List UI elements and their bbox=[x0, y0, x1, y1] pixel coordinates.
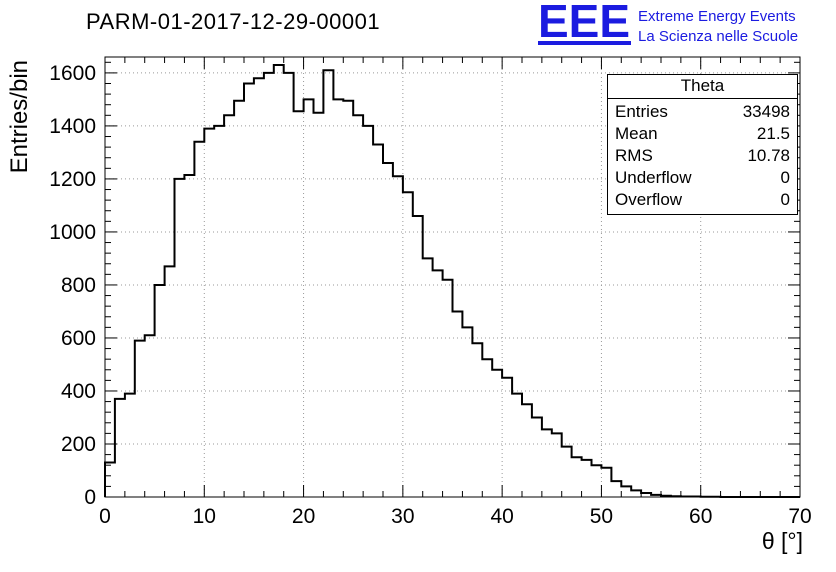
stats-row: RMS 10.78 bbox=[608, 145, 797, 167]
y-tick-label: 0 bbox=[84, 486, 96, 509]
stats-label: Mean bbox=[615, 124, 658, 143]
x-tick-label: 20 bbox=[292, 505, 315, 528]
x-tick-label: 10 bbox=[193, 505, 216, 528]
y-tick-label: 1400 bbox=[49, 115, 96, 138]
y-tick-label: 1600 bbox=[49, 62, 96, 85]
eee-logo-subtitle: Extreme Energy Events La Scienza nelle S… bbox=[638, 3, 798, 46]
stats-row: Mean 21.5 bbox=[608, 123, 797, 145]
y-tick-label: 1200 bbox=[49, 168, 96, 191]
stats-value: 0 bbox=[780, 168, 790, 187]
stats-box-rows: Entries 33498 Mean 21.5 RMS 10.78 Underflow 0 Ov… bbox=[608, 99, 797, 214]
x-tick-label: 50 bbox=[590, 505, 613, 528]
y-tick-label: 600 bbox=[61, 327, 96, 350]
eee-logo-text: EEE bbox=[538, 0, 632, 47]
y-tick-label: 400 bbox=[61, 380, 96, 403]
logo-line2: La Scienza nelle Scuole bbox=[638, 27, 799, 45]
y-tick-label: 1000 bbox=[49, 221, 96, 244]
x-tick-label: 60 bbox=[689, 505, 712, 528]
stats-label: Entries bbox=[615, 102, 668, 121]
stats-value: 0 bbox=[780, 190, 790, 209]
stats-box: Theta Entries 33498 Mean 21.5 RMS 10.78 Underf… bbox=[607, 74, 798, 215]
stats-value: 21.5 bbox=[756, 124, 790, 143]
stats-row: Overflow 0 bbox=[608, 189, 797, 211]
stats-row: Underflow 0 bbox=[608, 167, 797, 189]
theta-histogram-line bbox=[104, 64, 800, 498]
stats-value: 10.78 bbox=[747, 146, 790, 165]
x-tick-label: 0 bbox=[99, 505, 111, 528]
stats-row: Entries 33498 bbox=[608, 101, 797, 123]
x-axis-title: θ [°] bbox=[762, 528, 803, 554]
logo-line1: Extreme Energy Events bbox=[638, 8, 796, 25]
stats-label: RMS bbox=[615, 146, 653, 165]
stats-label: Overflow bbox=[615, 190, 683, 209]
x-tick-label: 30 bbox=[391, 505, 414, 528]
y-tick-label: 200 bbox=[61, 433, 96, 456]
stats-value: 33498 bbox=[742, 102, 790, 121]
stats-label: Underflow bbox=[615, 168, 692, 187]
eee-logo: EEE Extreme Energy Events La Scienza nel… bbox=[538, 0, 798, 47]
stats-box-title: Theta bbox=[608, 75, 797, 99]
plot-title: PARM-01-2017-12-29-00001 bbox=[86, 9, 381, 34]
y-axis-title: Entries/bin bbox=[6, 60, 33, 173]
x-tick-label: 40 bbox=[490, 505, 513, 528]
y-tick-label: 800 bbox=[61, 274, 96, 297]
x-tick-label: 70 bbox=[788, 505, 811, 528]
